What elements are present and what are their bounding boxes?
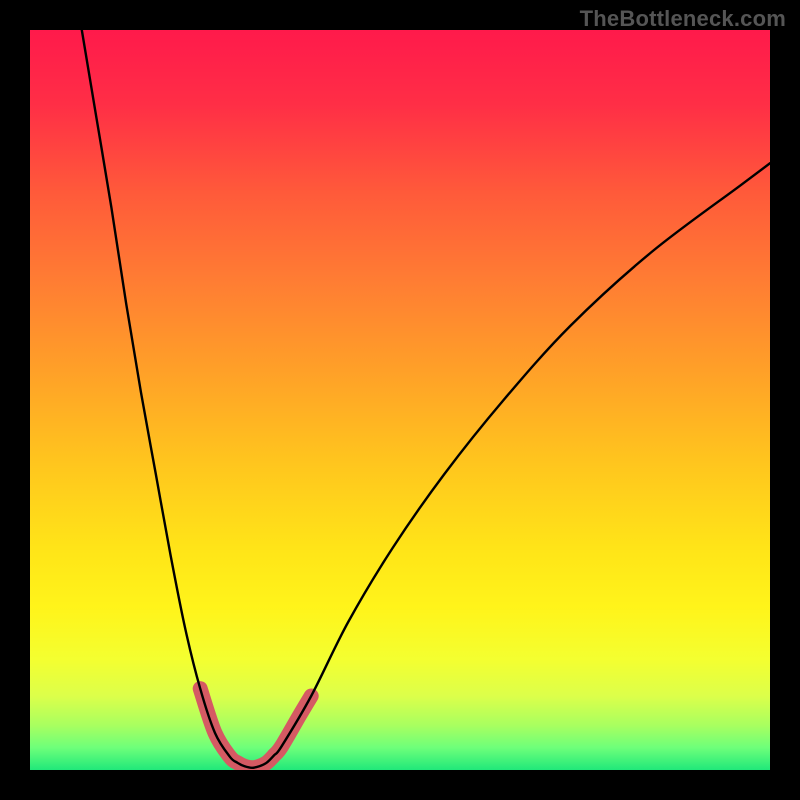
watermark-text: TheBottleneck.com [580,6,786,32]
outer-frame: TheBottleneck.com [0,0,800,800]
gradient-rect [30,30,770,770]
plot-area [30,30,770,770]
plot-svg [30,30,770,770]
